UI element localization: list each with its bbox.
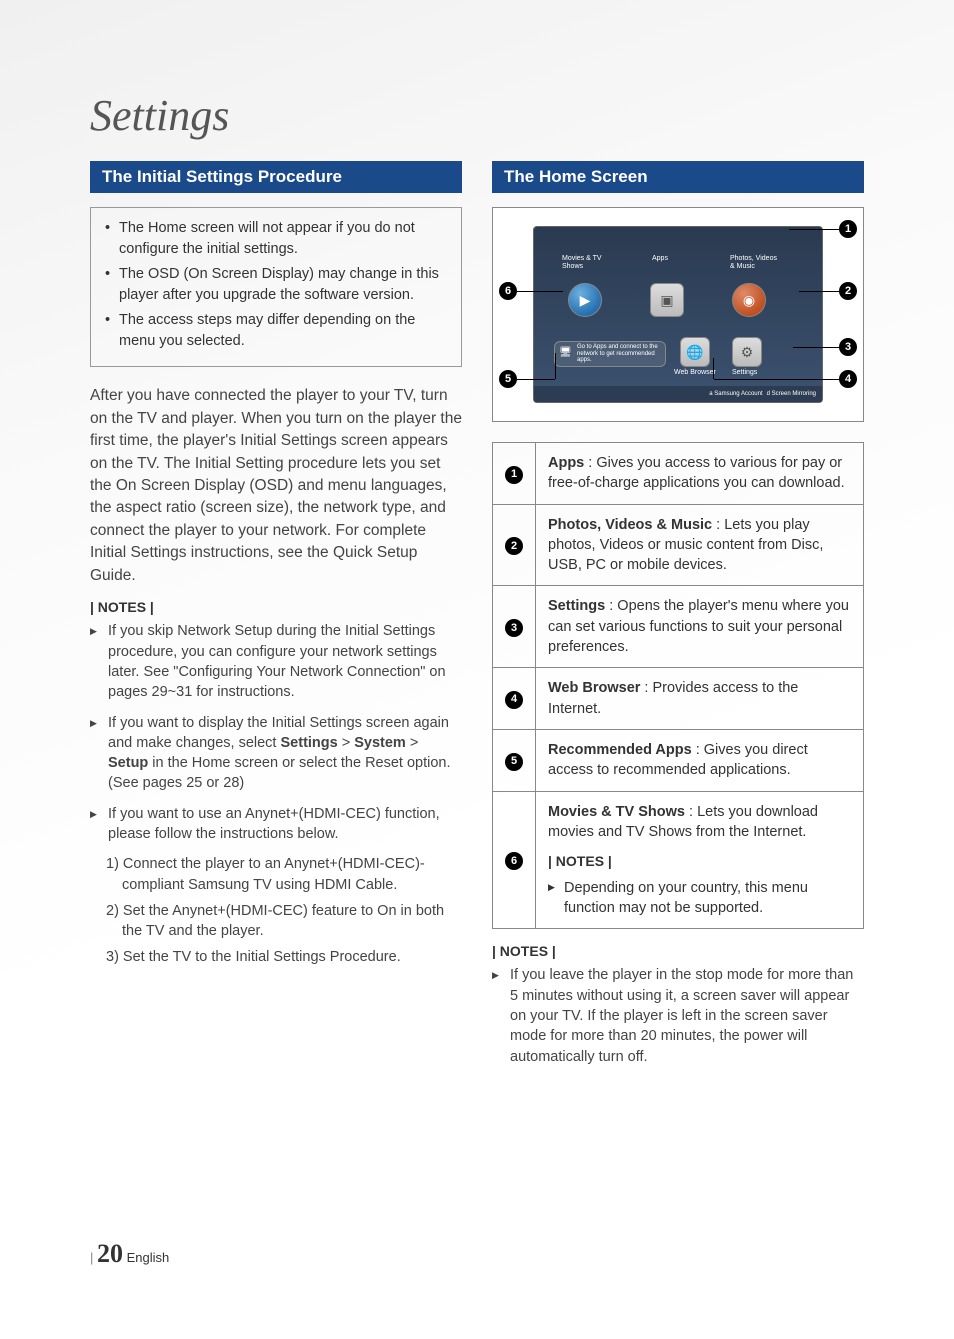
hs-label-settings: Settings	[732, 369, 757, 377]
row-bold: Photos, Videos & Music	[548, 517, 712, 533]
row-inner-note: Depending on your country, this menu fun…	[548, 878, 851, 919]
table-row: 3 Settings : Opens the player's menu whe…	[493, 586, 864, 668]
notes-label: | NOTES |	[492, 943, 864, 959]
recommended-box: 🖥 Go to Apps and connect to the network …	[554, 341, 666, 367]
page-number: 20	[97, 1239, 123, 1268]
bar-text: a Samsung Account	[709, 391, 762, 397]
box-item: The access steps may differ depending on…	[105, 310, 447, 352]
web-icon: 🌐	[680, 337, 710, 367]
table-row: 4 Web Browser : Provides access to the I…	[493, 668, 864, 730]
note-item: If you want to use an Anynet+(HDMI-CEC) …	[90, 804, 462, 845]
note-item: If you leave the player in the stop mode…	[492, 965, 864, 1066]
home-screen-diagram: Movies & TV Shows Apps Photos, Videos & …	[492, 207, 864, 422]
page-lang: English	[127, 1250, 170, 1265]
apps-icon: ▣	[650, 283, 684, 317]
hs-label-movies: Movies & TV Shows	[562, 255, 612, 270]
body-paragraph: After you have connected the player to y…	[90, 385, 462, 587]
hs-bottom-bar: a Samsung Account d Screen Mirroring	[534, 386, 822, 402]
row-bold: Apps	[548, 455, 584, 471]
bold-text: Setup	[108, 755, 148, 771]
row-marker: 6	[505, 852, 523, 870]
sub-step: 1) Connect the player to an Anynet+(HDMI…	[90, 854, 462, 895]
row-notes-label: | NOTES |	[548, 852, 851, 872]
row-bold: Movies & TV Shows	[548, 804, 685, 820]
right-column: The Home Screen Movies & TV Shows Apps P…	[492, 161, 864, 1077]
notes-label: | NOTES |	[90, 599, 462, 615]
settings-icon: ⚙	[732, 337, 762, 367]
row-marker: 1	[505, 466, 523, 484]
hs-label-photos: Photos, Videos & Music	[730, 255, 780, 270]
sub-step: 3) Set the TV to the Initial Settings Pr…	[90, 947, 462, 967]
rec-text: Go to Apps and connect to the network to…	[577, 344, 658, 363]
diagram-marker-5: 5	[499, 370, 517, 388]
info-box: The Home screen will not appear if you d…	[90, 207, 462, 367]
hs-label-apps: Apps	[652, 255, 668, 263]
row-marker: 5	[505, 753, 523, 771]
section-heading-home: The Home Screen	[492, 161, 864, 193]
box-item: The Home screen will not appear if you d…	[105, 218, 447, 260]
row-text: : Gives you access to various for pay or…	[548, 455, 845, 491]
diagram-marker-6: 6	[499, 282, 517, 300]
sub-step: 2) Set the Anynet+(HDMI-CEC) feature to …	[90, 901, 462, 942]
row-marker: 3	[505, 619, 523, 637]
hs-label-web: Web Browser	[674, 369, 716, 377]
box-item: The OSD (On Screen Display) may change i…	[105, 264, 447, 306]
bold-text: System	[354, 735, 406, 751]
section-heading-initial: The Initial Settings Procedure	[90, 161, 462, 193]
page-title: Settings	[90, 90, 864, 141]
row-marker: 2	[505, 537, 523, 555]
media-icon: ◉	[732, 283, 766, 317]
diagram-marker-4: 4	[839, 370, 857, 388]
row-bold: Recommended Apps	[548, 742, 692, 758]
note-item: If you want to display the Initial Setti…	[90, 713, 462, 794]
diagram-marker-1: 1	[839, 220, 857, 238]
left-column: The Initial Settings Procedure The Home …	[90, 161, 462, 1077]
diagram-marker-3: 3	[839, 338, 857, 356]
bar-text: d Screen Mirroring	[767, 391, 816, 397]
table-row: 5 Recommended Apps : Gives you direct ac…	[493, 729, 864, 791]
row-marker: 4	[505, 691, 523, 709]
table-row: 2 Photos, Videos & Music : Lets you play…	[493, 504, 864, 586]
description-table: 1 Apps : Gives you access to various for…	[492, 442, 864, 929]
row-bold: Settings	[548, 598, 605, 614]
note-item: If you skip Network Setup during the Ini…	[90, 621, 462, 702]
page-footer: | 20 English	[90, 1239, 169, 1269]
diagram-marker-2: 2	[839, 282, 857, 300]
play-icon: ▶	[568, 283, 602, 317]
row-bold: Web Browser	[548, 680, 640, 696]
table-row: 6 Movies & TV Shows : Lets you download …	[493, 791, 864, 929]
bold-text: Settings	[281, 735, 338, 751]
table-row: 1 Apps : Gives you access to various for…	[493, 443, 864, 505]
